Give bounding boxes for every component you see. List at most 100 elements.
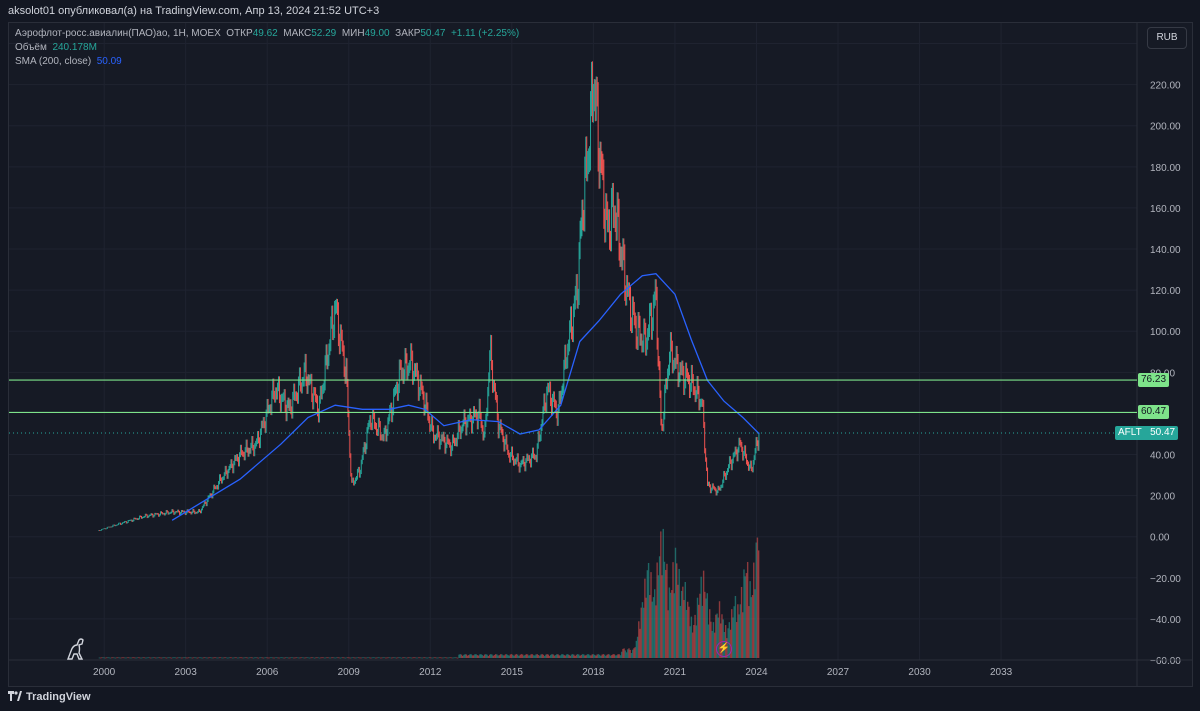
volume-bar	[623, 648, 625, 658]
volume-bar	[342, 657, 344, 659]
volume-bar	[351, 657, 354, 659]
volume-row[interactable]: Объём 240.178M	[15, 41, 519, 55]
volume-bar	[728, 622, 731, 658]
volume-bar	[145, 657, 147, 659]
volume-bar	[567, 654, 569, 658]
currency-button[interactable]: RUB	[1147, 27, 1187, 49]
price-chart-svg[interactable]: 240.00220.00200.00180.00160.00140.00120.…	[9, 23, 1193, 687]
volume-bar	[442, 657, 444, 659]
volume-bar	[575, 654, 578, 658]
volume-bar	[266, 657, 268, 659]
volume-bar	[718, 601, 721, 658]
volume-bar	[280, 657, 283, 659]
symbol-row[interactable]: Аэрофлот-росс.авиалин(ПАО)ао, 1Н, MOEX О…	[15, 27, 519, 41]
volume-bar	[647, 563, 650, 658]
volume-bar	[625, 652, 628, 658]
volume-bar	[432, 657, 435, 659]
dino-logo-icon[interactable]	[65, 637, 87, 661]
volume-bar	[355, 657, 357, 659]
brand-text: TradingView	[26, 691, 91, 703]
volume-bar	[689, 626, 691, 658]
volume-bar	[672, 562, 674, 658]
volume-bar	[124, 657, 126, 659]
volume-bar	[545, 654, 547, 658]
volume-bar	[323, 657, 326, 659]
volume-bar	[494, 654, 497, 658]
volume-bar	[572, 654, 574, 658]
volume-bar	[704, 591, 706, 658]
volume-bar	[108, 657, 110, 659]
volume-bar	[597, 654, 600, 658]
x-tick-label: 2030	[908, 667, 931, 678]
volume-bar	[576, 654, 579, 658]
volume-bar	[591, 654, 594, 658]
volume-bar	[477, 655, 480, 658]
volume-bar	[104, 657, 107, 659]
volume-bar	[651, 601, 653, 658]
volume-bar	[216, 657, 218, 659]
volume-bar	[316, 657, 318, 659]
volume-bar	[518, 655, 520, 658]
volume-bar	[578, 654, 580, 658]
volume-bar	[755, 542, 757, 658]
volume-bar	[333, 657, 335, 659]
volume-bar	[125, 657, 128, 659]
volume-bar	[217, 657, 219, 659]
volume-bar	[146, 657, 148, 659]
volume-bar	[400, 657, 403, 659]
volume-bar	[375, 657, 377, 659]
volume-bar	[740, 586, 743, 658]
volume-bar	[180, 657, 183, 659]
volume-bar	[302, 657, 305, 659]
volume-bar	[113, 657, 115, 659]
volume-bar	[132, 657, 135, 659]
volume-bar	[377, 657, 379, 659]
volume-bar	[335, 657, 338, 659]
volume-bar	[243, 657, 245, 659]
x-tick-label: 2033	[990, 667, 1013, 678]
volume-bar	[276, 657, 278, 659]
volume-bar	[380, 657, 382, 659]
volume-bar	[228, 657, 230, 659]
volume-bar	[397, 657, 399, 659]
volume-bar	[354, 657, 356, 659]
x-tick-label: 2003	[175, 667, 198, 678]
volume-bar	[503, 655, 505, 658]
volume-bar	[158, 657, 161, 659]
y-tick-label: 200.00	[1150, 122, 1181, 133]
volume-bar	[129, 657, 131, 659]
volume-bar	[535, 654, 537, 658]
volume-bar	[502, 655, 504, 658]
volume-bar	[756, 537, 759, 658]
volume-bar	[214, 657, 217, 659]
volume-bar	[411, 657, 414, 659]
volume-bar	[340, 657, 343, 659]
volume-bar	[156, 657, 158, 659]
volume-bar	[721, 614, 723, 658]
volume-bar	[304, 657, 306, 659]
volume-bar	[479, 654, 481, 658]
volume-bar	[580, 654, 583, 658]
level-tag-60: 60.47	[1138, 405, 1170, 420]
volume-bar	[606, 654, 608, 658]
volume-bar	[711, 630, 713, 658]
volume-bar	[128, 657, 130, 659]
volume-bar	[373, 657, 376, 659]
volume-bar	[581, 654, 584, 658]
sma-row[interactable]: SMA (200, close) 50.09	[15, 55, 519, 69]
volume-bar	[455, 657, 458, 659]
chart-pane[interactable]: 240.00220.00200.00180.00160.00140.00120.…	[8, 22, 1193, 687]
volume-bar	[660, 531, 662, 658]
volume-bar	[514, 654, 516, 658]
volume-bar	[669, 592, 672, 658]
volume-bar	[460, 654, 463, 658]
volume-bar	[421, 657, 424, 659]
volume-bar	[749, 581, 751, 658]
volume-bar	[384, 657, 387, 659]
brand[interactable]: TradingView	[8, 691, 91, 703]
volume-bar	[420, 657, 422, 659]
volume-bar	[203, 657, 206, 659]
volume-bar	[245, 657, 247, 659]
lightning-icon[interactable]: ⚡	[716, 641, 732, 657]
volume-bar	[687, 601, 689, 658]
